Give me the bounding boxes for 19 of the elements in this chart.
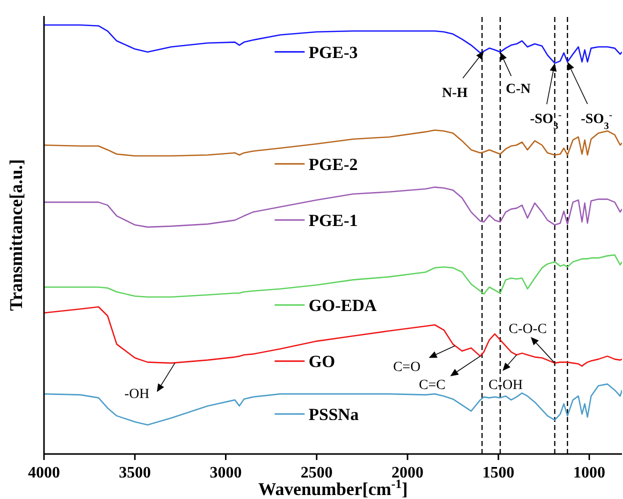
annotation: C-N bbox=[506, 82, 531, 98]
legend-label: PSSNa bbox=[308, 404, 360, 424]
legend-label: GO-EDA bbox=[308, 296, 378, 315]
y-axis-title: Transmittance[a.u.] bbox=[6, 159, 26, 311]
x-tick-label: 4000 bbox=[28, 464, 60, 482]
x-tick-label: 3500 bbox=[118, 464, 151, 482]
x-tick-label: 1000 bbox=[573, 464, 606, 482]
annotation: C-OH bbox=[488, 378, 523, 393]
x-tick-label: 3000 bbox=[210, 464, 242, 482]
legend-label: PGE-1 bbox=[308, 211, 358, 230]
annotation: C=O bbox=[393, 360, 420, 375]
annotation: -OH bbox=[124, 387, 150, 402]
legend-label: PGE-2 bbox=[308, 154, 358, 174]
annotation: C=C bbox=[418, 378, 446, 394]
annotation: N-H bbox=[442, 86, 468, 102]
x-tick-label: 1500 bbox=[482, 464, 514, 482]
legend-label: PGE-3 bbox=[308, 42, 358, 62]
annotation: C-O-C bbox=[508, 322, 547, 338]
legend-label: GO bbox=[308, 352, 336, 372]
